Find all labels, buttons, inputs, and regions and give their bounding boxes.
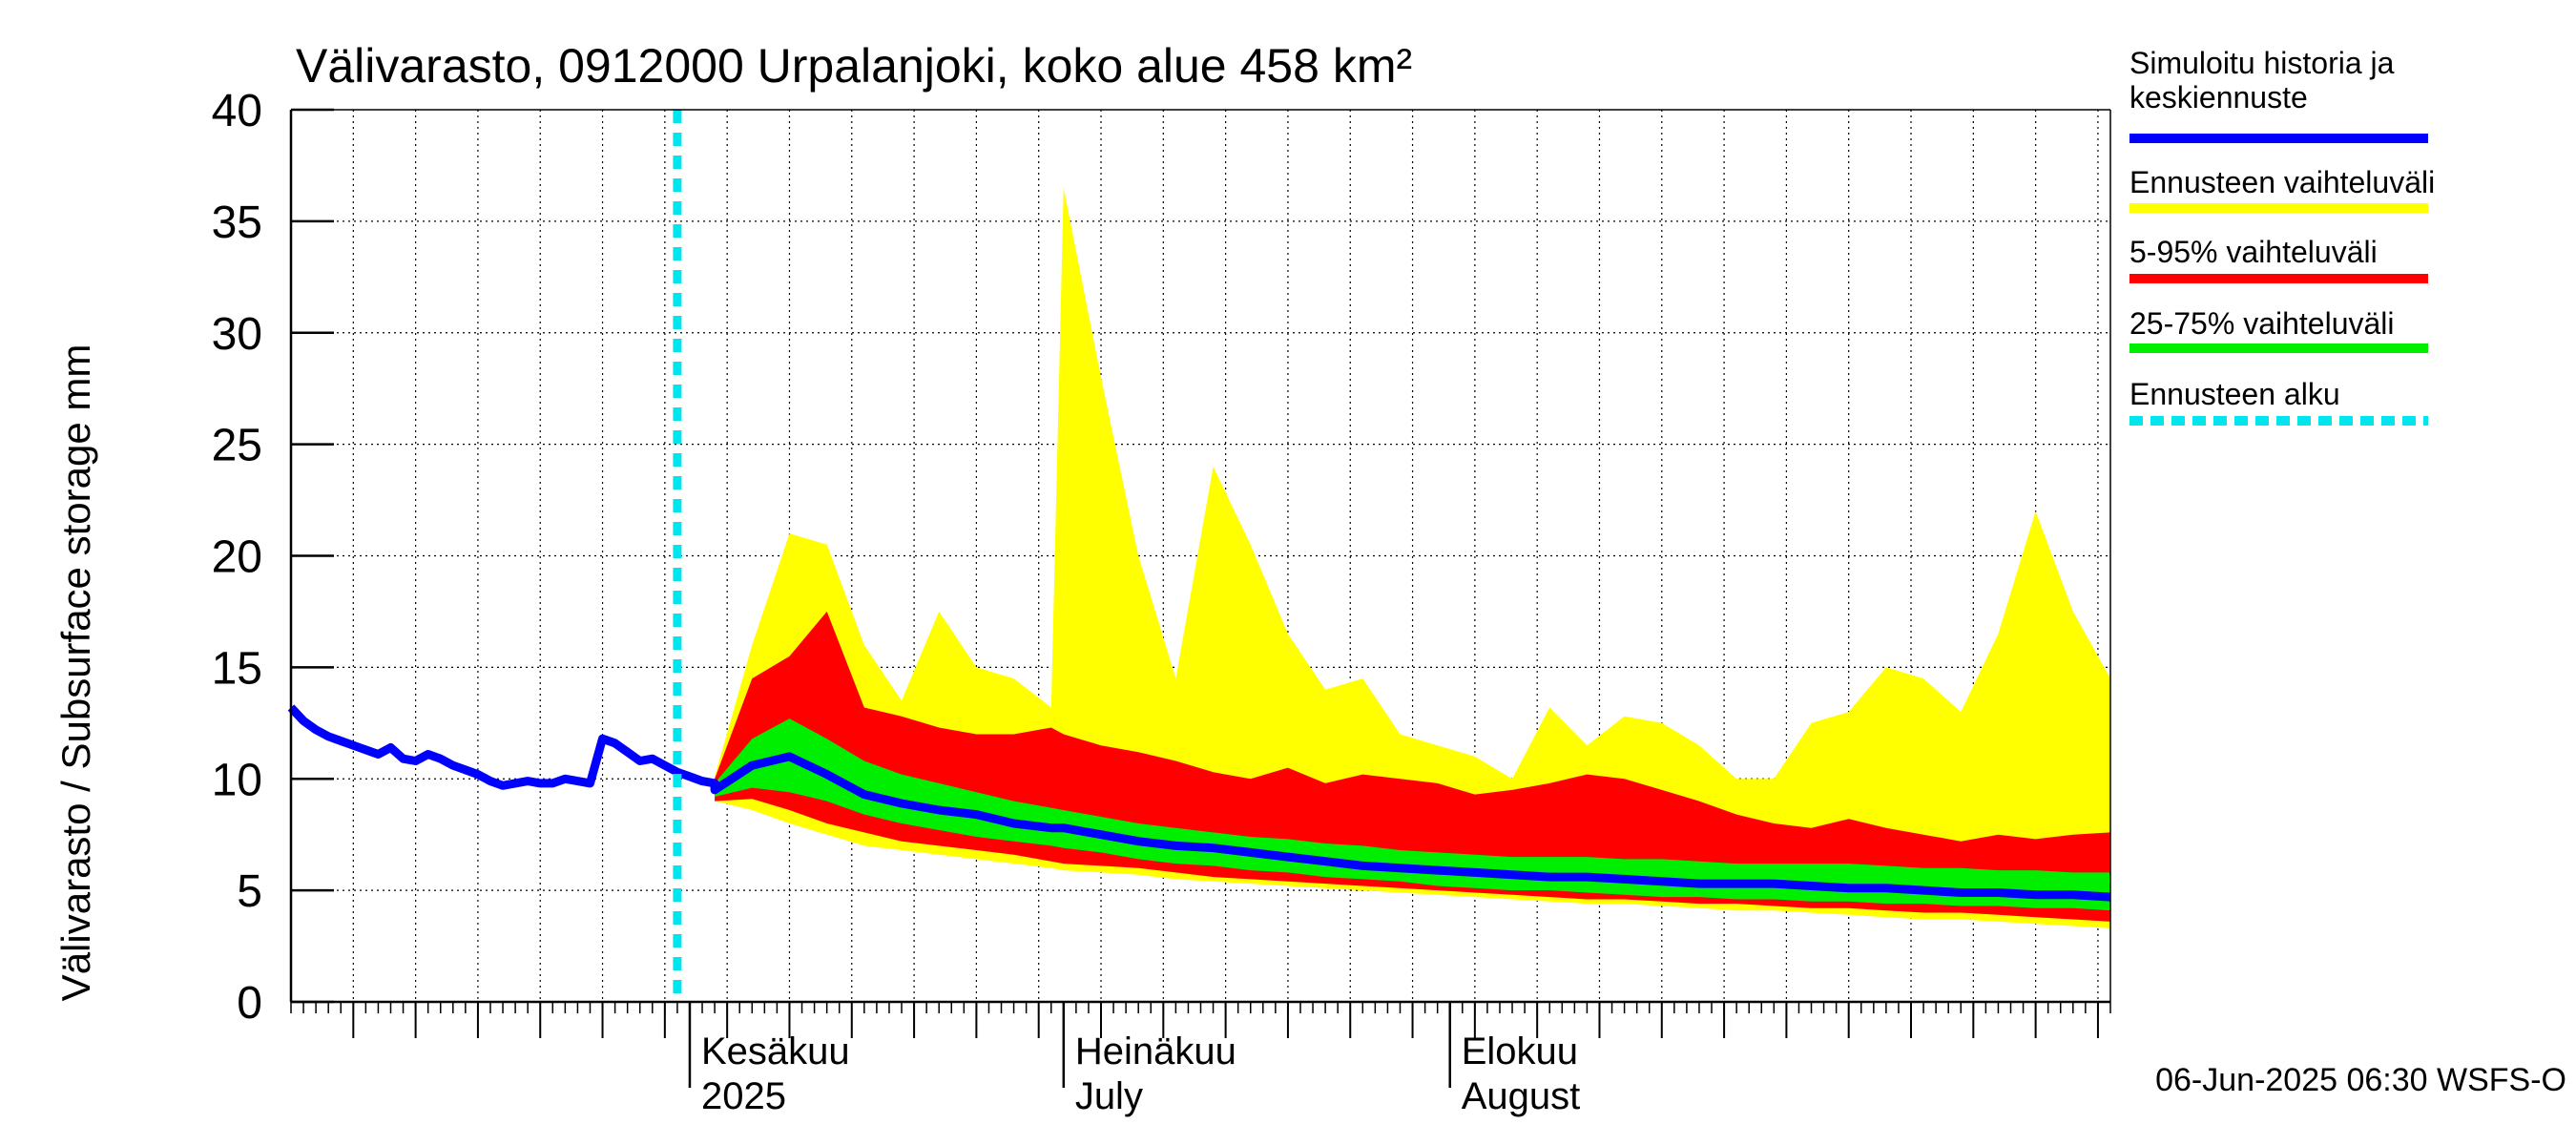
mean-forecast-line bbox=[287, 704, 2111, 902]
y-tick-label: 10 bbox=[212, 755, 262, 805]
chart-title: Välivarasto, 0912000 Urpalanjoki, koko a… bbox=[296, 39, 1412, 93]
y-tick-label: 20 bbox=[212, 532, 262, 583]
legend-label: Simuloitu historia ja bbox=[2129, 46, 2395, 80]
x-month-label: Kesäkuu bbox=[701, 1030, 850, 1072]
y-tick-label: 40 bbox=[212, 86, 262, 136]
legend-label: 25-75% vaihteluväli bbox=[2129, 306, 2395, 341]
y-axis-label: Välivarasto / Subsurface storage mm bbox=[53, 344, 98, 1002]
x-month-sublabel: July bbox=[1075, 1075, 1143, 1117]
plot-area: 0510152025303540Kesäkuu2025HeinäkuuJulyE… bbox=[212, 86, 2111, 1117]
legend-label: Ennusteen vaihteluväli bbox=[2129, 165, 2435, 199]
y-tick-label: 25 bbox=[212, 421, 262, 471]
y-tick-label: 35 bbox=[212, 198, 262, 248]
y-tick-label: 0 bbox=[237, 978, 262, 1029]
x-month-sublabel: August bbox=[1462, 1075, 1581, 1117]
y-tick-label: 15 bbox=[212, 643, 262, 694]
y-tick-label: 30 bbox=[212, 309, 262, 360]
y-tick-label: 5 bbox=[237, 866, 262, 917]
legend-label: 5-95% vaihteluväli bbox=[2129, 235, 2378, 269]
x-month-label: Elokuu bbox=[1462, 1030, 1578, 1072]
footer-timestamp: 06-Jun-2025 06:30 WSFS-O bbox=[2155, 1062, 2566, 1098]
x-month-label: Heinäkuu bbox=[1075, 1030, 1236, 1072]
legend-label: Ennusteen alku bbox=[2129, 377, 2340, 411]
x-month-sublabel: 2025 bbox=[701, 1075, 786, 1117]
legend-label-line2: keskiennuste bbox=[2129, 80, 2308, 114]
